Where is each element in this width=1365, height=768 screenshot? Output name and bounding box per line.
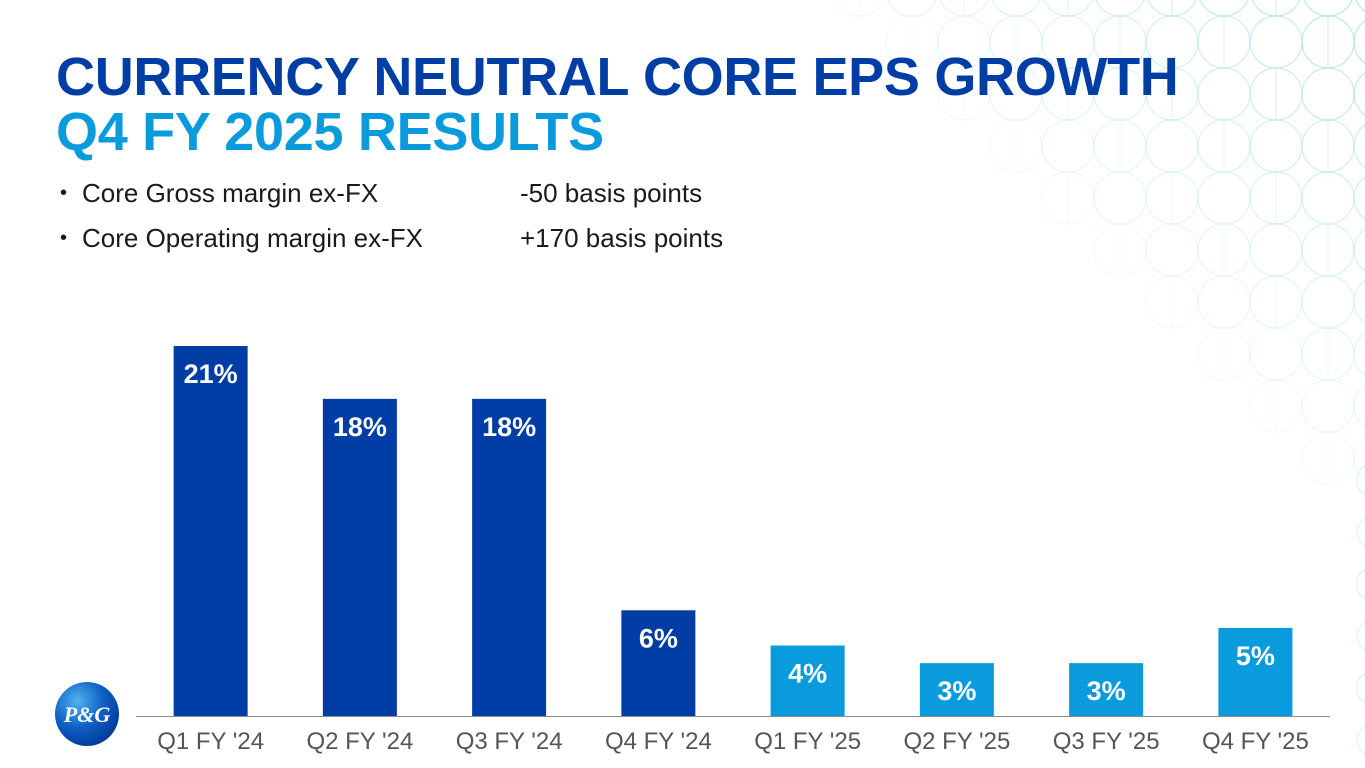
logo-text: P&G (63, 702, 111, 727)
bar (322, 398, 397, 716)
pattern-circle (989, 15, 1043, 69)
bullet-value: +170 basis points (520, 223, 724, 253)
pattern-circle (835, 0, 885, 17)
page-subtitle: Q4 FY 2025 RESULTS (56, 102, 604, 162)
pattern-circle (1353, 280, 1365, 324)
pattern-circle (1353, 436, 1365, 480)
x-tick-label: Q4 FY '24 (605, 728, 712, 755)
data-label: 5% (1236, 641, 1275, 671)
pattern-circle (1249, 223, 1303, 277)
bar (1069, 663, 1144, 716)
pattern-circle (1249, 327, 1303, 381)
pattern-circle (1249, 275, 1303, 329)
bullet-label: Core Operating margin ex-FX (82, 223, 424, 253)
data-label: 4% (788, 659, 827, 689)
bullet-icon: • (60, 182, 68, 204)
bar (173, 346, 248, 716)
pattern-circle (1093, 223, 1147, 277)
bar (621, 610, 696, 716)
pattern-circle (1093, 67, 1147, 121)
data-label: 18% (482, 412, 536, 442)
x-tick-label: Q2 FY '25 (903, 728, 1010, 755)
pattern-circle (1145, 223, 1199, 277)
pattern-circle (1145, 119, 1199, 173)
pattern-circle (939, 0, 989, 17)
pattern-circle (1356, 568, 1365, 600)
pattern-circle (1197, 119, 1251, 173)
pattern-circle (1197, 327, 1251, 381)
pattern-circle (937, 15, 991, 69)
pattern-circle (1145, 171, 1199, 225)
pattern-circle (1093, 119, 1147, 173)
pattern-circle (1249, 171, 1303, 225)
pattern-circle (1353, 72, 1365, 116)
x-tick-label: Q1 FY '24 (157, 728, 264, 755)
pattern-group (835, 0, 1365, 756)
pattern-circle (1353, 384, 1365, 428)
bullet-label: Core Gross margin ex-FX (82, 178, 379, 208)
pattern-circle (1145, 67, 1199, 121)
pattern-circle (1093, 171, 1147, 225)
pattern-circle (1356, 672, 1365, 704)
pattern-circle (1041, 171, 1095, 225)
pattern-circle (991, 0, 1041, 17)
pattern-circle (1041, 119, 1095, 173)
pattern-circle (937, 67, 991, 121)
pattern-circle (1043, 0, 1093, 17)
pattern-circle (1197, 275, 1251, 329)
pattern-circle (1353, 124, 1365, 168)
x-tick-label: Q3 FY '24 (456, 728, 563, 755)
pattern-circle (1197, 171, 1251, 225)
bullet-value: -50 basis points (520, 178, 703, 208)
bar (919, 663, 994, 716)
pattern-circle (1353, 176, 1365, 220)
pattern-circle (1093, 15, 1147, 69)
x-tick-label: Q3 FY '25 (1053, 728, 1160, 755)
pattern-circle (1145, 275, 1199, 329)
pattern-circle (1356, 464, 1365, 496)
logo-circle (55, 682, 119, 746)
pattern-circle (989, 67, 1043, 121)
pattern-circle (1095, 0, 1145, 17)
pg-logo: P&G (55, 682, 119, 746)
data-label: 3% (937, 676, 976, 706)
x-tick-label: Q2 FY '24 (306, 728, 413, 755)
pattern-circle (989, 119, 1043, 173)
page-title: CURRENCY NEUTRAL CORE EPS GROWTH (56, 47, 1179, 107)
bullet-icon: • (60, 227, 68, 249)
x-tick-label: Q4 FY '25 (1202, 728, 1309, 755)
pattern-circle (1353, 20, 1365, 64)
pattern-circle (1301, 431, 1355, 485)
pattern-circle (1147, 0, 1197, 17)
pattern-circle (1356, 516, 1365, 548)
data-label: 18% (333, 412, 387, 442)
pattern-circle (1356, 620, 1365, 652)
pattern-circle (1197, 223, 1251, 277)
pattern-circle (1353, 228, 1365, 272)
pattern-circle (885, 15, 939, 69)
bar (770, 645, 845, 716)
bar (1218, 627, 1293, 716)
pattern-circle (1041, 15, 1095, 69)
bar (472, 398, 547, 716)
x-tick-label: Q1 FY '25 (754, 728, 861, 755)
pattern-circle (1249, 379, 1303, 433)
pattern-circle (1041, 67, 1095, 121)
pattern-circle (1353, 332, 1365, 376)
pattern-circle (1301, 379, 1355, 433)
pattern-circle (1301, 223, 1355, 277)
pattern-circle (1301, 327, 1355, 381)
data-label: 21% (184, 359, 238, 389)
pattern-circle (887, 0, 937, 17)
pattern-circle (1356, 724, 1365, 756)
data-label: 3% (1087, 676, 1126, 706)
pattern-circle (1301, 275, 1355, 329)
data-label: 6% (639, 623, 678, 653)
